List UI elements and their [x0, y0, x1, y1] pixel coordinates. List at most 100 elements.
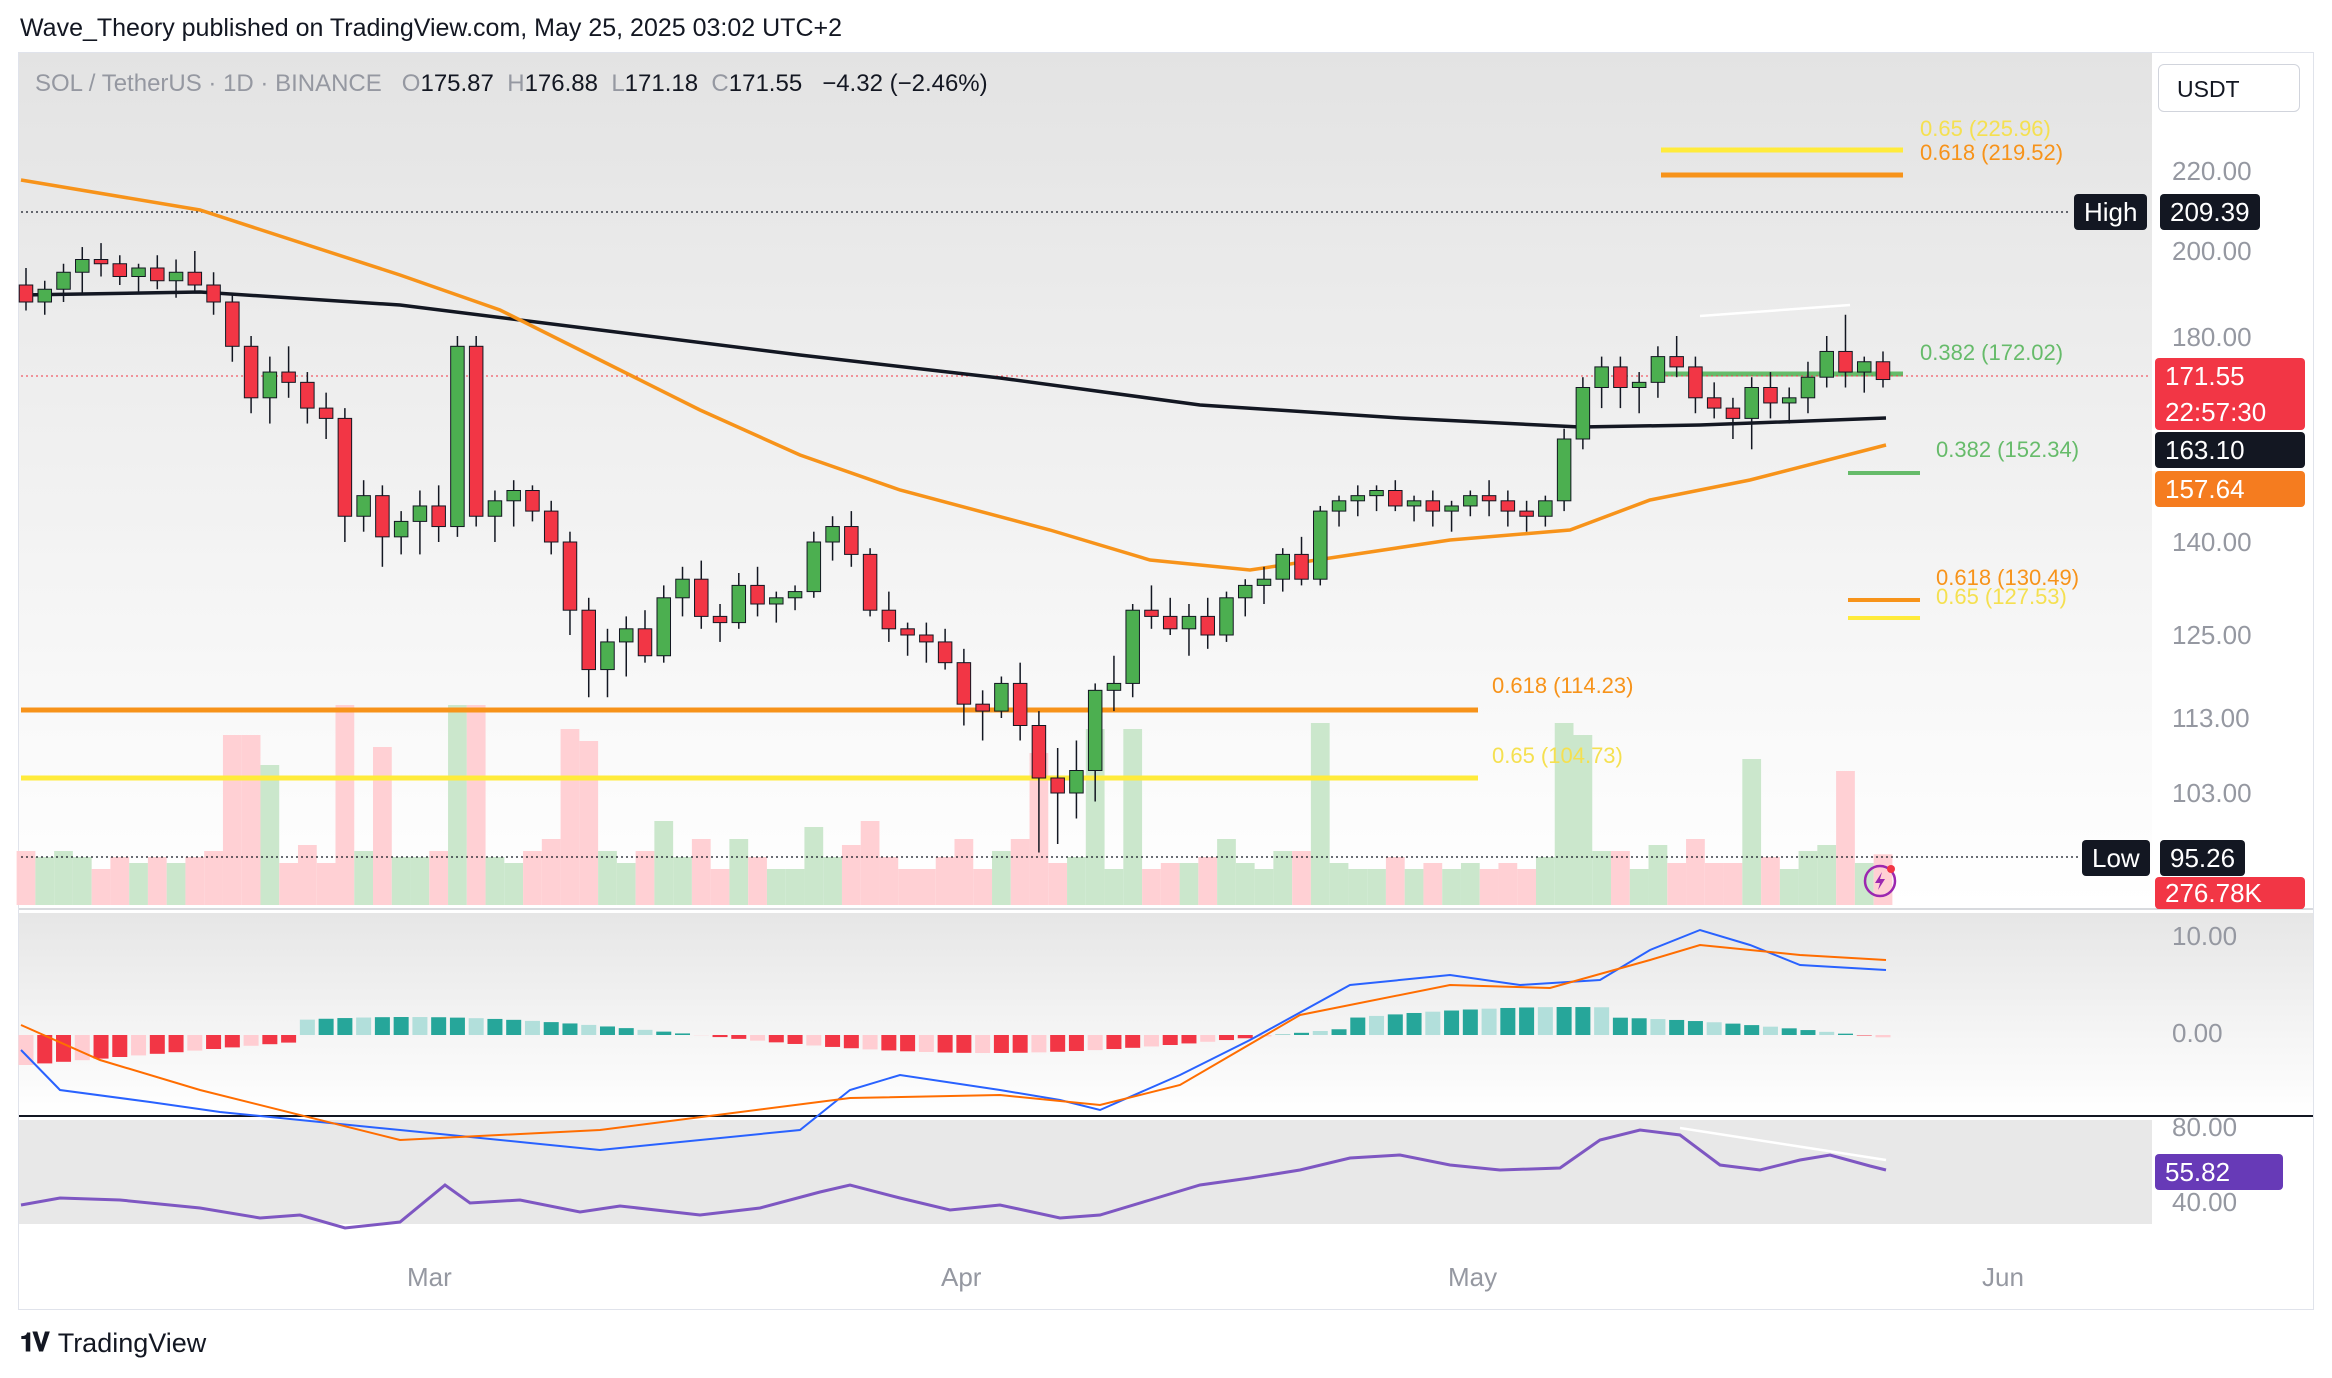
price-axis-label: 140.00	[2172, 527, 2252, 557]
macd-histogram-bar	[1350, 1017, 1366, 1035]
candle-body	[168, 271, 184, 282]
candle-countdown: 22:57:30	[2165, 397, 2267, 427]
macd-histogram-bar	[318, 1018, 334, 1035]
macd-histogram-bar	[881, 1035, 897, 1051]
volume-bar	[1404, 869, 1424, 905]
alert-icon[interactable]	[1862, 863, 1898, 899]
time-axis-label: May	[1448, 1262, 1498, 1292]
volume-bar	[579, 741, 599, 905]
macd-histogram-bar	[731, 1035, 747, 1039]
last-price-tag: 171.55 22:57:30	[2155, 358, 2305, 430]
volume-bar	[410, 857, 430, 905]
candle-body	[694, 578, 709, 617]
high-value: 176.88	[524, 70, 598, 97]
fib-label: 0.65 (127.53)	[1936, 584, 2067, 609]
macd-histogram-bar	[1294, 1032, 1310, 1035]
rsi-axis-label: 80.00	[2172, 1112, 2238, 1142]
currency-button[interactable]: USDT	[2158, 64, 2300, 112]
volume-bar	[954, 839, 974, 905]
volume-bar	[1535, 857, 1555, 905]
chart-frame	[18, 52, 2314, 1310]
macd-histogram-bar	[1425, 1011, 1441, 1035]
macd-histogram-bar	[1218, 1035, 1234, 1041]
volume-bar	[1573, 735, 1593, 905]
candle-body	[1369, 490, 1384, 497]
volume-bar	[804, 827, 824, 905]
volume-bar	[1723, 863, 1743, 905]
volume-bar	[935, 857, 955, 905]
volume-bar	[1779, 869, 1799, 905]
macd-histogram-bar	[543, 1022, 559, 1035]
candle-body	[1162, 615, 1178, 630]
candle-body	[1556, 438, 1572, 502]
volume-bar	[466, 705, 486, 905]
macd-histogram-bar	[1068, 1035, 1084, 1052]
macd-histogram-bar	[1800, 1030, 1816, 1035]
macd-histogram-bar	[168, 1035, 184, 1053]
volume-bar	[1479, 869, 1499, 905]
macd-histogram-bar	[1200, 1035, 1216, 1042]
volume-bar	[598, 851, 617, 905]
volume-bar	[1648, 845, 1668, 905]
rsi-tag: 55.82	[2155, 1154, 2283, 1190]
symbol-name[interactable]: SOL / TetherUS · 1D · BINANCE	[35, 70, 382, 97]
candle-body	[37, 288, 53, 303]
volume-bar	[973, 869, 993, 905]
low-label: L	[611, 70, 625, 97]
candle-body	[337, 417, 353, 517]
volume-bar	[129, 863, 148, 905]
rsi-indicator	[20, 1126, 1887, 1230]
price-axis-label: 220.00	[2172, 156, 2252, 186]
rsi-line	[20, 1128, 1887, 1230]
volume-bar	[766, 869, 786, 905]
volume-bar	[204, 851, 223, 905]
macd-histogram-bar	[956, 1035, 972, 1053]
fib-label: 0.65 (104.73)	[1492, 743, 1623, 768]
candle-body	[731, 584, 747, 624]
macd-histogram-bar	[1162, 1035, 1178, 1045]
macd-histogram-bar	[131, 1035, 147, 1056]
candle-body	[1613, 366, 1628, 388]
macd-axis-label: 10.00	[2172, 921, 2238, 951]
macd-histogram-bar	[1631, 1018, 1647, 1035]
macd-pane-background	[19, 913, 2313, 1116]
candles	[18, 243, 1891, 853]
volume-bar	[1179, 863, 1199, 905]
macd-histogram-bar	[618, 1028, 634, 1035]
macd-histogram-bar	[599, 1026, 615, 1035]
volume-bar	[72, 857, 92, 905]
price-axis-label: 125.00	[2172, 620, 2252, 650]
macd-histogram-bar	[1462, 1009, 1478, 1035]
high-value-tag: 209.39	[2160, 194, 2260, 230]
candle-body	[1538, 500, 1553, 517]
candle-body	[1669, 356, 1684, 368]
volume-bar	[166, 863, 186, 905]
volume-bar	[1010, 839, 1030, 905]
volume-bar	[1761, 857, 1780, 905]
macd-histogram-bar	[374, 1017, 390, 1035]
macd-axis-label: 0.00	[2172, 1018, 2223, 1048]
volume-bar	[354, 851, 374, 905]
macd-histogram-bar	[1181, 1035, 1197, 1044]
volume-bar	[1198, 857, 1218, 905]
macd-histogram-bar	[806, 1035, 822, 1046]
candle-body	[375, 495, 390, 538]
overlay-lines	[20, 147, 2150, 858]
candle-body	[356, 495, 371, 517]
candle-body	[1875, 361, 1891, 381]
macd-histogram-bar	[1725, 1023, 1741, 1035]
tradingview-icon: 𝟏𝐕	[20, 1327, 50, 1357]
candle-body	[487, 500, 503, 517]
macd-histogram-bar	[1369, 1015, 1385, 1035]
high-label-tag: High	[2074, 194, 2148, 230]
candle-body	[675, 578, 690, 599]
volume-bar	[35, 857, 55, 905]
ma-50-line	[20, 178, 1887, 572]
macd-histogram-bar	[393, 1017, 409, 1035]
candle-body	[937, 641, 953, 664]
tradingview-logo[interactable]: 𝟏𝐕 TradingView	[20, 1327, 206, 1359]
macd-histogram-bar	[1837, 1033, 1853, 1035]
macd-histogram-bar	[112, 1035, 128, 1057]
fib-label: 0.382 (152.34)	[1936, 437, 2080, 462]
